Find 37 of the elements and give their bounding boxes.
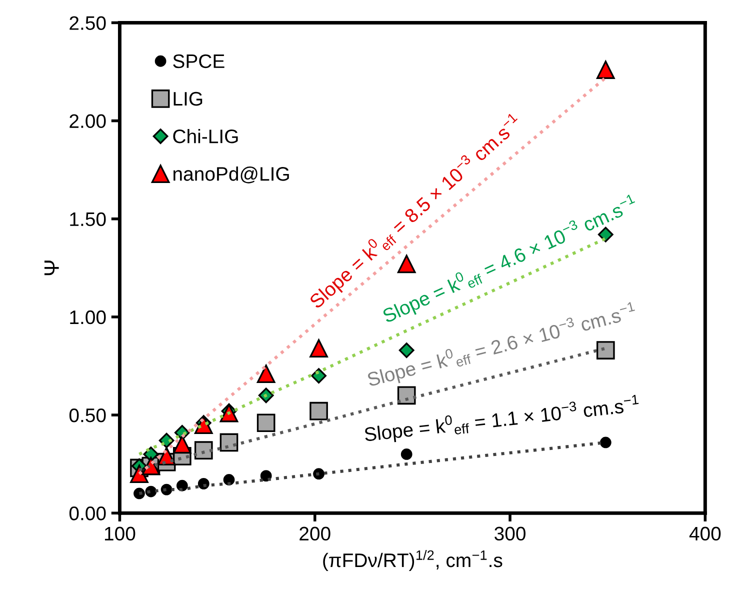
point <box>176 480 188 492</box>
point <box>194 441 213 460</box>
x-axis-title: (πFDν/RT)$^{1/2}$, cm$^{−1}$.s <box>323 550 502 572</box>
point <box>596 341 615 360</box>
point <box>397 386 416 405</box>
point <box>310 402 328 420</box>
point <box>173 435 192 454</box>
legend-label: LIG <box>174 92 202 106</box>
legend-label: Chi-LIG <box>173 128 238 144</box>
point <box>260 470 272 482</box>
point <box>311 368 326 384</box>
legend-label: SPCE <box>173 54 224 68</box>
annotation: Slope = k$^{0}$$_{eff}$ = 1.1 × 10$^{−3}$ cm.s$^{−1}$ <box>364 394 640 446</box>
point <box>223 474 235 486</box>
point <box>596 60 615 79</box>
x-tick-label: 100 <box>104 526 136 541</box>
y-tick-label: 2.00 <box>70 114 106 128</box>
x-tick-label: 200 <box>300 526 330 541</box>
point <box>310 339 328 358</box>
y-tick-label: 0.00 <box>69 506 106 520</box>
point <box>398 342 414 358</box>
point <box>397 254 416 274</box>
point <box>256 364 276 383</box>
legend-label: nanoPd@LIG <box>174 166 289 184</box>
point <box>600 436 612 448</box>
y-tick-label: 0.50 <box>69 408 106 422</box>
x-tick-label: 300 <box>494 526 526 541</box>
y-tick-label: 1.50 <box>70 212 106 226</box>
y-axis-title: Ψ <box>44 260 59 276</box>
point <box>220 404 238 422</box>
point <box>256 414 276 432</box>
point <box>258 388 274 404</box>
y-tick-label: 2.50 <box>70 16 106 30</box>
y-tick-label: 1.00 <box>70 310 106 324</box>
point <box>220 433 238 452</box>
point <box>400 448 412 460</box>
x-tick-label: 400 <box>689 526 721 541</box>
